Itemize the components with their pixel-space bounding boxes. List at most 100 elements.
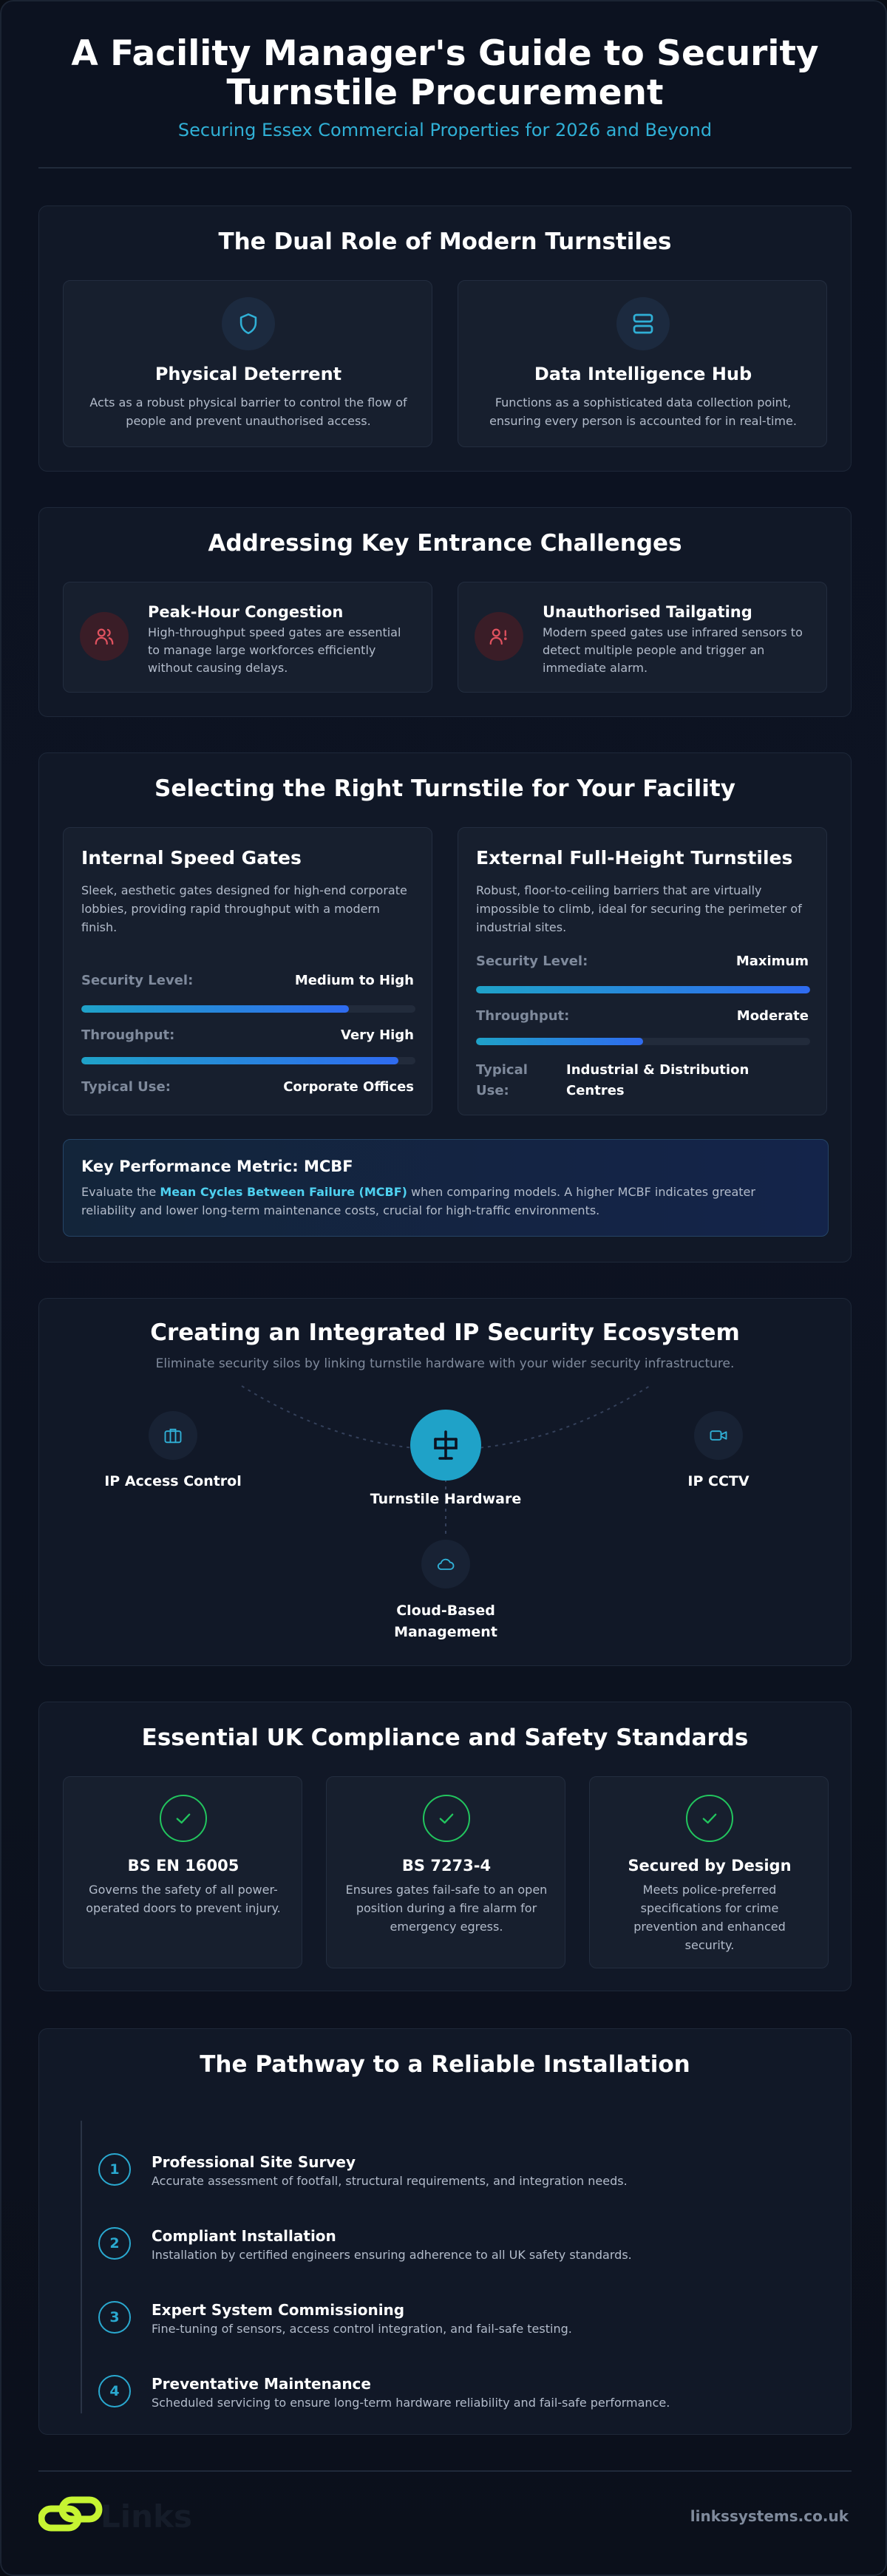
card-text: Meets police-preferred specifications fo…: [633, 1883, 786, 1952]
kpm-text-after: when comparing models. A higher MCBF ind…: [81, 1185, 755, 1217]
card-title: BS 7273-4: [401, 1857, 492, 1875]
chain-link-icon: [38, 2496, 103, 2532]
challenges-section: Addressing Key Entrance Challenges Peak-…: [38, 507, 852, 717]
links-logo[interactable]: Links: [38, 2494, 192, 2538]
typical-use-value: Corporate Offices: [283, 1079, 414, 1095]
kpm-text-before: Evaluate the: [81, 1185, 160, 1199]
throughput-label: Throughput:: [476, 1008, 570, 1024]
section-title: The Dual Role of Modern Turnstiles: [218, 228, 672, 255]
card-text: Functions as a sophisticated data collec…: [489, 395, 797, 428]
timeline-line: [81, 2121, 82, 2413]
throughput-bar-fill: [81, 1057, 399, 1064]
section-title: Addressing Key Entrance Challenges: [208, 530, 682, 557]
security-level-label: Security Level:: [476, 954, 588, 969]
peak-hour-card: Peak-Hour Congestion High-throughput spe…: [63, 582, 432, 693]
physical-deterrent-card: Physical Deterrent Acts as a robust phys…: [63, 280, 432, 447]
throughput-bar-fill: [476, 1038, 643, 1045]
step-title: Preventative Maintenance: [152, 2375, 371, 2393]
card-text: Governs the safety of all power-operated…: [86, 1883, 281, 1915]
section-title: Essential UK Compliance and Safety Stand…: [141, 1724, 749, 1751]
card-title: Data Intelligence Hub: [534, 364, 752, 384]
node-cloud-management: Cloud-Based Management: [335, 1600, 557, 1643]
users-icon: [80, 612, 129, 661]
security-level-bar-fill: [476, 986, 810, 993]
pathway-section: The Pathway to a Reliable Installation 1…: [38, 2028, 852, 2435]
node-cloud-line2: Management: [394, 1624, 497, 1640]
card-title: External Full-Height Turnstiles: [476, 847, 793, 869]
ecosystem-section: Creating an Integrated IP Security Ecosy…: [38, 1298, 852, 1666]
cloud-icon: [421, 1540, 470, 1588]
briefcase-icon: [149, 1411, 197, 1460]
logo-text: Links: [101, 2498, 192, 2535]
compliance-card-bs-7273-4: BS 7273-4 Ensures gates fail-safe to an …: [326, 1776, 565, 1968]
node-cloud-line1: Cloud-Based: [396, 1603, 495, 1619]
throughput-label: Throughput:: [81, 1027, 175, 1043]
footer-divider: [38, 2470, 852, 2472]
compliance-card-bs-en-16005: BS EN 16005 Governs the safety of all po…: [63, 1776, 302, 1968]
compliance-section: Essential UK Compliance and Safety Stand…: [38, 1702, 852, 1991]
kpm-title: Key Performance Metric: MCBF: [81, 1158, 353, 1175]
node-turnstile-hardware: Turnstile Hardware: [370, 1491, 522, 1507]
step-number: 2: [98, 2227, 131, 2260]
typical-use-label: Typical Use:: [476, 1062, 528, 1098]
card-title: Peak-Hour Congestion: [148, 603, 344, 621]
kpm-highlight: Mean Cycles Between Failure (MCBF): [160, 1185, 407, 1199]
throughput-bar: [81, 1057, 415, 1064]
video-camera-icon: [694, 1411, 743, 1460]
step-number: 1: [98, 2153, 131, 2186]
security-level-label: Security Level:: [81, 973, 194, 988]
security-level-bar: [81, 1005, 415, 1013]
throughput-value: Moderate: [736, 1008, 809, 1024]
external-full-height-card: External Full-Height Turnstiles Robust, …: [458, 827, 827, 1115]
step-text: Fine-tuning of sensors, access control i…: [152, 2322, 572, 2336]
user-alert-icon: [475, 612, 523, 661]
check-icon: [686, 1795, 733, 1842]
step-title: Compliant Installation: [152, 2227, 336, 2245]
page-title: A Facility Manager's Guide to Security T…: [71, 33, 819, 113]
check-icon: [160, 1795, 207, 1842]
security-level-value: Maximum: [735, 954, 809, 969]
page-subtitle: Securing Essex Commercial Properties for…: [177, 120, 713, 140]
security-level-value: Medium to High: [294, 973, 414, 988]
shield-icon: [222, 297, 275, 350]
step-text: Accurate assessment of footfall, structu…: [152, 2174, 628, 2188]
step-number: 3: [98, 2301, 131, 2334]
dual-role-section: The Dual Role of Modern Turnstiles Physi…: [38, 205, 852, 472]
section-subtitle: Eliminate security silos by linking turn…: [155, 1356, 735, 1371]
selecting-section: Selecting the Right Turnstile for Your F…: [38, 752, 852, 1262]
throughput-bar: [476, 1038, 810, 1045]
card-title: BS EN 16005: [127, 1857, 239, 1875]
card-title: Physical Deterrent: [154, 364, 342, 384]
security-level-bar-fill: [81, 1005, 349, 1013]
tailgating-card: Unauthorised Tailgating Modern speed gat…: [458, 582, 827, 693]
typical-use-label: Typical Use:: [81, 1079, 171, 1095]
section-title: The Pathway to a Reliable Installation: [200, 2051, 690, 2078]
card-text: High-throughput speed gates are essentia…: [148, 625, 401, 675]
turnstile-icon: [410, 1410, 481, 1481]
card-title: Secured by Design: [628, 1857, 792, 1875]
kpm-text: Evaluate the Mean Cycles Between Failure…: [81, 1183, 813, 1220]
card-text: Modern speed gates use infrared sensors …: [543, 625, 803, 675]
security-level-bar: [476, 986, 810, 993]
step-number: 4: [98, 2375, 131, 2407]
card-text: Robust, floor-to-ceiling barriers that a…: [476, 883, 802, 934]
section-title: Creating an Integrated IP Security Ecosy…: [150, 1319, 740, 1346]
card-title: Internal Speed Gates: [81, 847, 302, 869]
step-title: Professional Site Survey: [152, 2153, 356, 2171]
kpm-banner: Key Performance Metric: MCBF Evaluate th…: [63, 1139, 829, 1237]
server-icon: [616, 297, 670, 350]
card-title: Unauthorised Tailgating: [543, 603, 752, 621]
check-icon: [423, 1795, 470, 1842]
card-text: Sleek, aesthetic gates designed for high…: [81, 883, 407, 934]
step-text: Installation by certified engineers ensu…: [152, 2248, 632, 2262]
node-ip-cctv: IP CCTV: [687, 1473, 750, 1489]
card-text: Acts as a robust physical barrier to con…: [89, 395, 407, 428]
node-ip-access-control: IP Access Control: [104, 1473, 242, 1489]
data-intelligence-card: Data Intelligence Hub Functions as a sop…: [458, 280, 827, 447]
typical-use-value: Industrial & Distribution Centres: [566, 1062, 750, 1098]
section-title: Selecting the Right Turnstile for Your F…: [154, 775, 735, 802]
compliance-card-secured-by-design: Secured by Design Meets police-preferred…: [589, 1776, 829, 1968]
footer-url[interactable]: linkssystems.co.uk: [690, 2507, 849, 2525]
step-text: Scheduled servicing to ensure long-term …: [152, 2396, 670, 2410]
